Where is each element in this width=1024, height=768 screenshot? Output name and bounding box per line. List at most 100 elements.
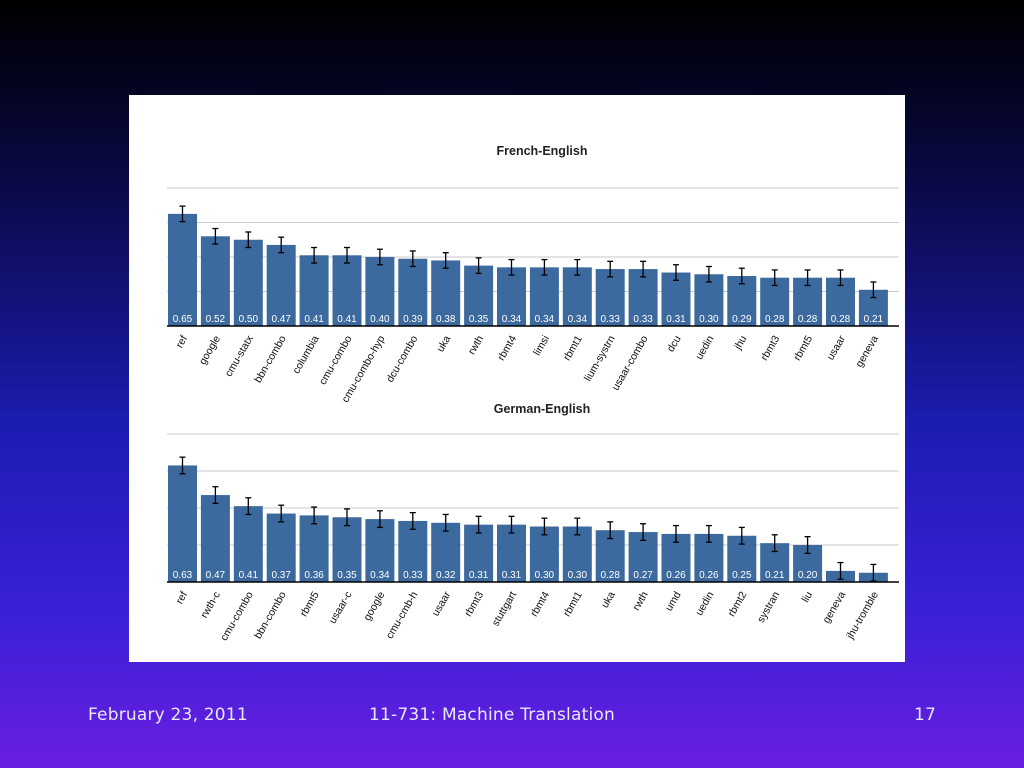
tick-label: rbmt5	[298, 589, 322, 618]
bar	[332, 255, 362, 326]
bar	[431, 522, 461, 582]
data-label: 0.36	[304, 570, 324, 581]
data-label: 0.37	[271, 570, 291, 581]
bar	[694, 274, 724, 326]
tick-label: rbmt4	[528, 589, 552, 618]
tick-label: rwth	[630, 589, 650, 612]
bar	[464, 265, 494, 326]
data-label: 0.26	[699, 570, 719, 581]
data-label: 0.30	[568, 570, 588, 581]
data-label: 0.41	[304, 314, 324, 325]
bar	[497, 267, 526, 326]
tick-label: bbn-combo	[252, 333, 289, 385]
data-label: 0.33	[633, 314, 653, 325]
chart-panel-2: German-English 0.63 ref 0.47 rwth-c 0.41 cmu-c…	[167, 402, 899, 643]
bar	[562, 526, 592, 582]
tick-label: liu	[800, 589, 816, 604]
footer-page-number: 17	[914, 705, 937, 725]
bar	[431, 260, 461, 326]
data-label: 0.35	[469, 314, 489, 325]
bar	[233, 506, 263, 582]
bar	[299, 255, 329, 326]
chart-figure: French-English 0.65 ref 0.52 google 0.50 cmu-s…	[129, 95, 905, 662]
data-label: 0.52	[206, 314, 226, 325]
data-label: 0.33	[600, 314, 620, 325]
tick-label: dcu	[665, 333, 684, 354]
chart-svg: French-English 0.65 ref 0.52 google 0.50 cmu-s…	[167, 144, 899, 643]
footer-date: February 23, 2011	[88, 705, 248, 725]
tick-label: usaar	[825, 333, 849, 362]
data-label: 0.28	[831, 314, 851, 325]
data-label: 0.31	[469, 570, 489, 581]
bar	[529, 267, 559, 326]
data-label: 0.50	[239, 314, 259, 325]
bar	[595, 269, 625, 326]
tick-label: usaar	[430, 589, 454, 618]
tick-label: lium-systrn	[582, 333, 618, 383]
data-label: 0.31	[666, 314, 686, 325]
tick-label: geneva	[820, 589, 848, 625]
tick-label: google	[361, 589, 387, 622]
bar	[529, 526, 559, 582]
data-label: 0.30	[535, 570, 555, 581]
tick-label: rbmt3	[462, 589, 486, 618]
data-label: 0.35	[337, 570, 357, 581]
bar	[661, 272, 691, 326]
tick-label: rbmt5	[791, 333, 815, 362]
tick-label: jhu	[731, 333, 749, 352]
tick-label: dcu-combo	[384, 333, 420, 384]
data-label: 0.34	[502, 314, 522, 325]
tick-label: usaar-c	[327, 590, 355, 626]
tick-label: limsi	[531, 334, 552, 358]
data-label: 0.26	[666, 570, 686, 581]
tick-label: jhu-tromble	[844, 589, 881, 641]
chart-title: French-English	[497, 144, 588, 158]
bar	[266, 244, 296, 326]
tick-label: uedin	[693, 589, 716, 617]
bar	[299, 515, 329, 582]
data-label: 0.40	[370, 314, 390, 325]
tick-label: rbmt4	[495, 333, 519, 362]
tick-label: cmu-cmb-h	[384, 589, 421, 641]
bar	[464, 524, 494, 582]
tick-label: rbmt1	[561, 333, 585, 362]
bar	[562, 267, 592, 326]
bar	[398, 258, 428, 326]
data-label: 0.41	[239, 570, 259, 581]
bar	[628, 269, 658, 326]
tick-label: cmu-combo	[218, 589, 256, 643]
tick-label: rbmt1	[561, 589, 585, 618]
data-label: 0.32	[436, 570, 456, 581]
bar	[365, 519, 395, 582]
data-label: 0.38	[436, 314, 456, 325]
tick-label: umd	[663, 589, 684, 613]
data-label: 0.34	[535, 314, 555, 325]
tick-label: ref	[174, 333, 191, 350]
bar	[266, 513, 296, 582]
data-label: 0.34	[370, 570, 390, 581]
data-label: 0.31	[502, 570, 522, 581]
data-label: 0.28	[798, 314, 818, 325]
tick-label: systran	[755, 589, 782, 624]
bar	[365, 257, 395, 326]
data-label: 0.33	[403, 570, 423, 581]
tick-label: rbmt3	[758, 333, 782, 362]
bar	[168, 465, 197, 582]
tick-label: cmu-statx	[223, 333, 257, 379]
tick-label: rbmt2	[726, 589, 750, 618]
data-label: 0.21	[864, 314, 884, 325]
data-label: 0.30	[699, 314, 719, 325]
tick-label: uka	[599, 589, 618, 610]
bar	[168, 213, 197, 326]
footer-title: 11-731: Machine Translation	[369, 705, 615, 725]
data-label: 0.47	[206, 570, 226, 581]
data-label: 0.20	[798, 570, 818, 581]
tick-label: uka	[434, 333, 453, 354]
bar	[332, 517, 362, 582]
tick-label: rwth-c	[198, 590, 223, 621]
data-label: 0.47	[271, 314, 291, 325]
data-label: 0.63	[173, 570, 193, 581]
data-label: 0.27	[633, 570, 653, 581]
tick-label: columbia	[290, 333, 321, 376]
data-label: 0.29	[732, 314, 752, 325]
